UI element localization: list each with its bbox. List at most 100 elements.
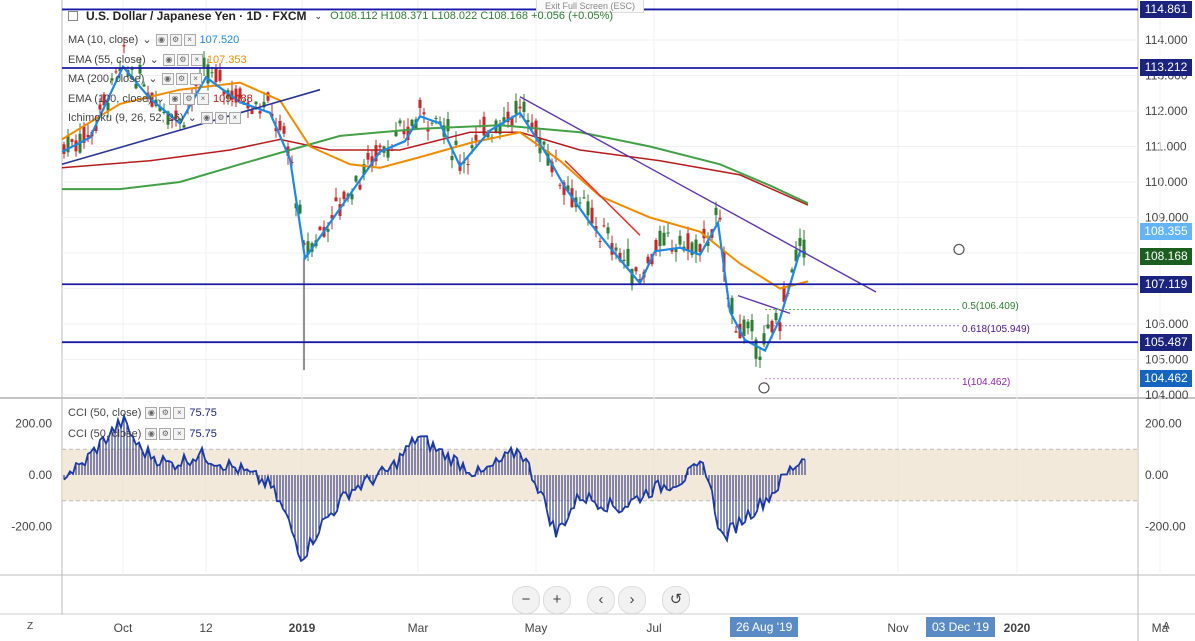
eye-icon[interactable]: ◉ [155, 34, 168, 46]
candle-body [298, 204, 302, 214]
candle-body [606, 227, 610, 234]
gear-icon[interactable]: ⚙ [182, 92, 195, 105]
scroll-right-button[interactable]: › [618, 586, 646, 614]
gear-icon[interactable]: ⚙ [169, 34, 182, 46]
price-tick-label: 109.000 [1145, 211, 1189, 225]
candle-body [146, 92, 150, 94]
candle-body [634, 267, 638, 272]
indicator-legend-row[interactable]: EMA (55, close) ⌄ ◉ ⚙ × 107.353 [68, 51, 247, 69]
candle-body [422, 112, 426, 115]
chevron-down-icon[interactable]: ⌄ [187, 112, 197, 124]
cci-legend-row[interactable]: CCI (50, close) ◉ ⚙ × 75.75 [68, 425, 217, 443]
gear-icon[interactable]: ⚙ [175, 73, 188, 85]
close-icon[interactable]: × [189, 73, 202, 85]
auto-scale-toggle[interactable]: A [1163, 621, 1170, 632]
candle-body [262, 101, 266, 108]
indicator-value: 109.488 [212, 92, 253, 105]
candle-body [530, 122, 534, 128]
close-icon[interactable]: × [196, 92, 209, 105]
eye-icon[interactable]: ◉ [161, 73, 174, 85]
symbol-title[interactable]: U.S. Dollar / Japanese Yen · 1D · FXCM [86, 9, 307, 23]
reset-chart-button[interactable]: ↺ [662, 586, 690, 614]
candle-body [394, 130, 398, 137]
exit-fullscreen-hint[interactable]: Exit Full Screen (ESC) [536, 0, 645, 13]
chevron-down-icon[interactable]: ⌄ [155, 92, 165, 105]
cci-value: 75.75 [189, 428, 217, 440]
indicator-label: Ichimoku (9, 26, 52, 26) [68, 112, 184, 124]
time-tick-label: Ma [1152, 621, 1169, 635]
close-icon[interactable]: × [173, 428, 186, 440]
candle-body [70, 139, 74, 142]
candle-body [138, 64, 142, 74]
candle-body [662, 232, 666, 246]
price-tag: 108.355 [1140, 222, 1192, 240]
indicator-legend-row[interactable]: Ichimoku (9, 26, 52, 26) ⌄ ◉ ⚙ × [68, 109, 245, 127]
close-icon[interactable]: × [183, 34, 196, 46]
crosshair-date-tag: 26 Aug '19 [730, 617, 799, 637]
cci-label: CCI (50, close) [68, 407, 142, 419]
candle-body [118, 68, 122, 72]
chevron-down-icon[interactable]: ⌄ [148, 73, 158, 85]
eye-icon[interactable]: ◉ [200, 112, 213, 124]
candle-body [582, 197, 586, 199]
time-tick-label: 12 [199, 621, 213, 635]
cci-legend-row[interactable]: CCI (50, close) ◉ ⚙ × 75.75 [68, 404, 217, 422]
candle-body [358, 184, 362, 190]
cci-tick-label: 200.00 [1145, 417, 1182, 431]
candle-body [450, 155, 454, 161]
zoom-out-button[interactable]: − [512, 586, 540, 614]
gear-icon[interactable]: ⚙ [159, 428, 172, 440]
candle-body [782, 286, 786, 302]
candle-body [350, 194, 354, 200]
chevron-down-icon[interactable]: ⌄ [142, 34, 152, 46]
ma-10-line [61, 64, 807, 353]
candle-body [174, 110, 178, 120]
candle-body [250, 110, 254, 114]
candle-body [778, 322, 782, 332]
candle-body [254, 101, 258, 105]
eye-icon[interactable]: ◉ [168, 92, 181, 105]
price-tick-label: 105.000 [1145, 353, 1189, 367]
price-tick-label: 106.000 [1145, 317, 1189, 331]
chart-type-icon[interactable] [68, 11, 78, 21]
cci-controls: ◉ ⚙ × [145, 428, 186, 440]
candle-body [130, 68, 134, 70]
candle-body [410, 119, 414, 126]
time-tick-label: 2019 [289, 621, 316, 635]
time-tick-label: 2020 [1004, 621, 1031, 635]
indicator-legend-row[interactable]: EMA (100, close) ⌄ ◉ ⚙ × 109.488 [68, 90, 253, 108]
candle-body [542, 141, 546, 145]
cci-tick-label: -200.00 [1145, 520, 1186, 534]
zoom-in-button[interactable]: + [543, 586, 571, 614]
chevron-down-icon[interactable]: ⌄ [314, 10, 323, 21]
time-tick-label: Oct [114, 621, 133, 635]
close-icon[interactable]: × [228, 112, 241, 124]
scroll-left-button[interactable]: ‹ [587, 586, 615, 614]
candle-body [714, 207, 718, 216]
candle-body [142, 84, 146, 87]
indicator-legend-row[interactable]: MA (200, close) ⌄ ◉ ⚙ × [68, 70, 206, 88]
eye-icon[interactable]: ◉ [145, 407, 158, 419]
indicator-legend-row[interactable]: MA (10, close) ⌄ ◉ ⚙ × 107.520 [68, 31, 239, 49]
candle-body [206, 64, 210, 84]
cci-value: 75.75 [189, 407, 217, 419]
candle-body [558, 184, 562, 186]
gear-icon[interactable]: ⚙ [159, 407, 172, 419]
candle-body [510, 117, 514, 126]
close-icon[interactable]: × [173, 407, 186, 419]
eye-icon[interactable]: ◉ [162, 53, 175, 66]
indicator-label: MA (10, close) [68, 34, 139, 46]
close-icon[interactable]: × [190, 53, 203, 66]
cci-tick-label: 0.00 [29, 468, 53, 482]
candle-body [362, 164, 366, 175]
timezone-toggle[interactable]: Z [27, 621, 34, 632]
cci-tick-label: 0.00 [1145, 468, 1169, 482]
candle-body [626, 248, 630, 266]
candle-body [94, 125, 98, 131]
gear-icon[interactable]: ⚙ [176, 53, 189, 66]
chevron-down-icon[interactable]: ⌄ [149, 53, 159, 66]
gear-icon[interactable]: ⚙ [214, 112, 227, 124]
price-tick-label: 112.000 [1145, 104, 1188, 118]
eye-icon[interactable]: ◉ [145, 428, 158, 440]
